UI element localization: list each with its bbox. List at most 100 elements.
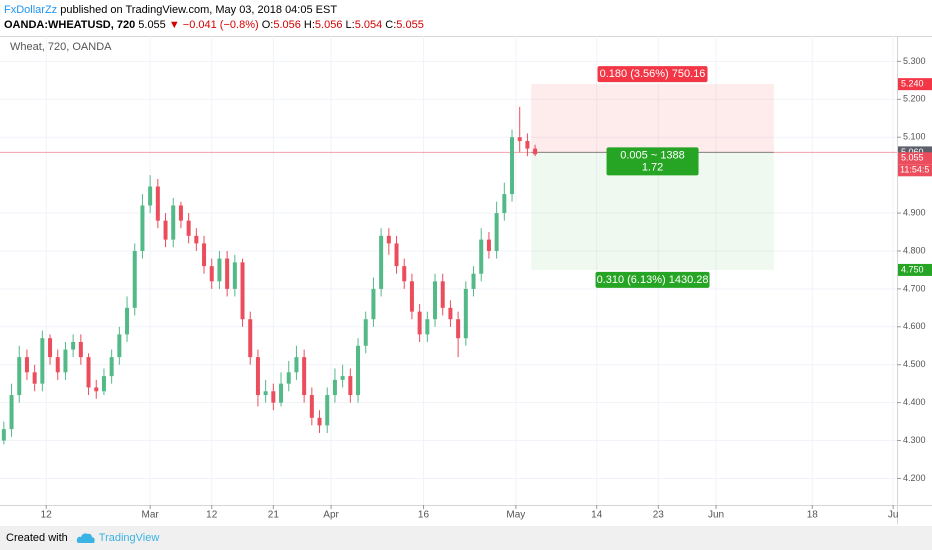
candle-body — [394, 243, 399, 267]
candle-body — [9, 395, 14, 430]
last: 5.055 — [138, 19, 166, 31]
entry-box — [606, 147, 699, 176]
brand[interactable]: TradingView — [98, 532, 160, 544]
candle-body — [402, 266, 407, 282]
candle-body — [494, 213, 499, 251]
candle-body — [40, 338, 45, 384]
ohlc-key: O: — [261, 19, 274, 31]
candle-body — [240, 262, 245, 320]
candle-body — [132, 250, 137, 308]
price-label-box — [898, 263, 932, 276]
candle-body — [356, 345, 361, 396]
stop-label: 0.180 (3.56%) 750.16 — [600, 68, 706, 80]
ohlc-value: 5.056 — [314, 19, 343, 31]
x-tick-label: 16 — [418, 510, 430, 521]
candle-body — [78, 341, 83, 358]
ohlc: O:5.056 H:5.056 L:5.054 C:5.055 — [262, 19, 424, 31]
candle-body — [463, 288, 468, 339]
candle-body — [286, 372, 291, 384]
x-tick-label: 12 — [41, 510, 53, 521]
ratio-label: 1.72 — [642, 161, 663, 173]
candle-body — [1, 429, 6, 441]
candle-body — [440, 281, 445, 308]
ohlc-value: 5.054 — [354, 19, 383, 31]
y-tick-label: 5.200 — [903, 94, 926, 104]
price-label: 5.240 — [901, 79, 924, 89]
candle-body — [348, 376, 353, 396]
x-tick-label: 14 — [591, 510, 603, 521]
y-tick-label: 5.100 — [903, 132, 926, 142]
created-with: Created with — [6, 532, 68, 544]
candle-body — [94, 387, 99, 392]
candle-body — [302, 357, 307, 396]
y-tick-label: 4.400 — [903, 397, 926, 407]
candle-body — [194, 235, 199, 244]
candle-body — [163, 220, 168, 240]
candle-body — [525, 141, 530, 149]
countdown-box — [898, 164, 932, 177]
candle-body — [332, 379, 337, 396]
plot-area — [0, 36, 897, 505]
y-tick-label: 5.300 — [903, 56, 926, 66]
candle-body — [340, 376, 345, 380]
candle-body — [117, 334, 122, 358]
ohlc-value: 5.056 — [273, 19, 301, 31]
publish-line: FxDollarZz published on TradingView.com,… — [4, 0, 932, 18]
candle-body — [325, 395, 330, 426]
candle-body — [55, 357, 60, 373]
countdown: 11:54:5 — [900, 165, 929, 175]
candle-body — [225, 258, 230, 289]
candle-body — [409, 281, 414, 312]
candle-body — [386, 235, 391, 244]
ohlc-value: 5.055 — [396, 19, 424, 31]
candle-body — [125, 307, 130, 335]
price-label-box — [898, 152, 932, 165]
candle-body — [101, 376, 106, 392]
y-tick-label: 4.300 — [903, 435, 926, 445]
ohlc-key: C: — [385, 19, 397, 31]
candle-body — [294, 357, 299, 373]
candle-body — [479, 239, 484, 274]
x-tick-label: Mar — [142, 510, 160, 521]
candle-body — [317, 417, 322, 426]
author[interactable]: FxDollarZz — [4, 4, 58, 16]
candle-body — [140, 205, 145, 251]
change: ▼ −0.041 (−0.8%) — [168, 19, 259, 31]
candle-body — [517, 137, 522, 142]
candle-body — [510, 137, 515, 195]
x-tick-label: 18 — [807, 510, 819, 521]
candle-body — [202, 243, 207, 267]
watermark: Wheat, 720, OANDA — [10, 41, 112, 53]
header: FxDollarZz published on TradingView.com,… — [0, 0, 932, 36]
x-tick-label: 21 — [268, 510, 280, 521]
price-label: 5.055 — [901, 153, 924, 163]
price-label: 4.750 — [901, 264, 924, 274]
candle-body — [425, 319, 430, 335]
target-label: 0.310 (6.13%) 1430.28 — [597, 274, 709, 286]
candle-body — [263, 391, 268, 396]
y-tick-label: 4.600 — [903, 321, 926, 331]
candle-body — [48, 338, 53, 358]
logo-icon — [76, 533, 95, 543]
x-tick-label: Ju — [888, 510, 899, 521]
stop-label-box — [597, 66, 708, 83]
candle-body — [63, 349, 68, 373]
candle-body — [309, 395, 314, 418]
x-tick-label: 23 — [653, 510, 665, 521]
chart: Wheat, 720, OANDA 5.300 5.200 5.100 4.900 4.8… — [0, 36, 932, 524]
candle-body — [255, 357, 260, 396]
y-tick-label: 4.200 — [903, 473, 926, 483]
candle-body — [24, 357, 29, 373]
candle-body — [456, 319, 461, 339]
entry-label: 0.005 ~ 1388 — [620, 149, 685, 161]
stop-zone — [531, 84, 774, 153]
candle-body — [502, 194, 507, 214]
candle-body — [155, 186, 160, 221]
candle-body — [448, 307, 453, 320]
y-tick-label: 4.800 — [903, 245, 926, 255]
published: published on TradingView.com, May 03, 20… — [60, 4, 338, 16]
candle-body — [486, 239, 491, 251]
candle-body — [279, 383, 284, 403]
candle-body — [248, 319, 253, 358]
candle-body — [32, 372, 37, 384]
